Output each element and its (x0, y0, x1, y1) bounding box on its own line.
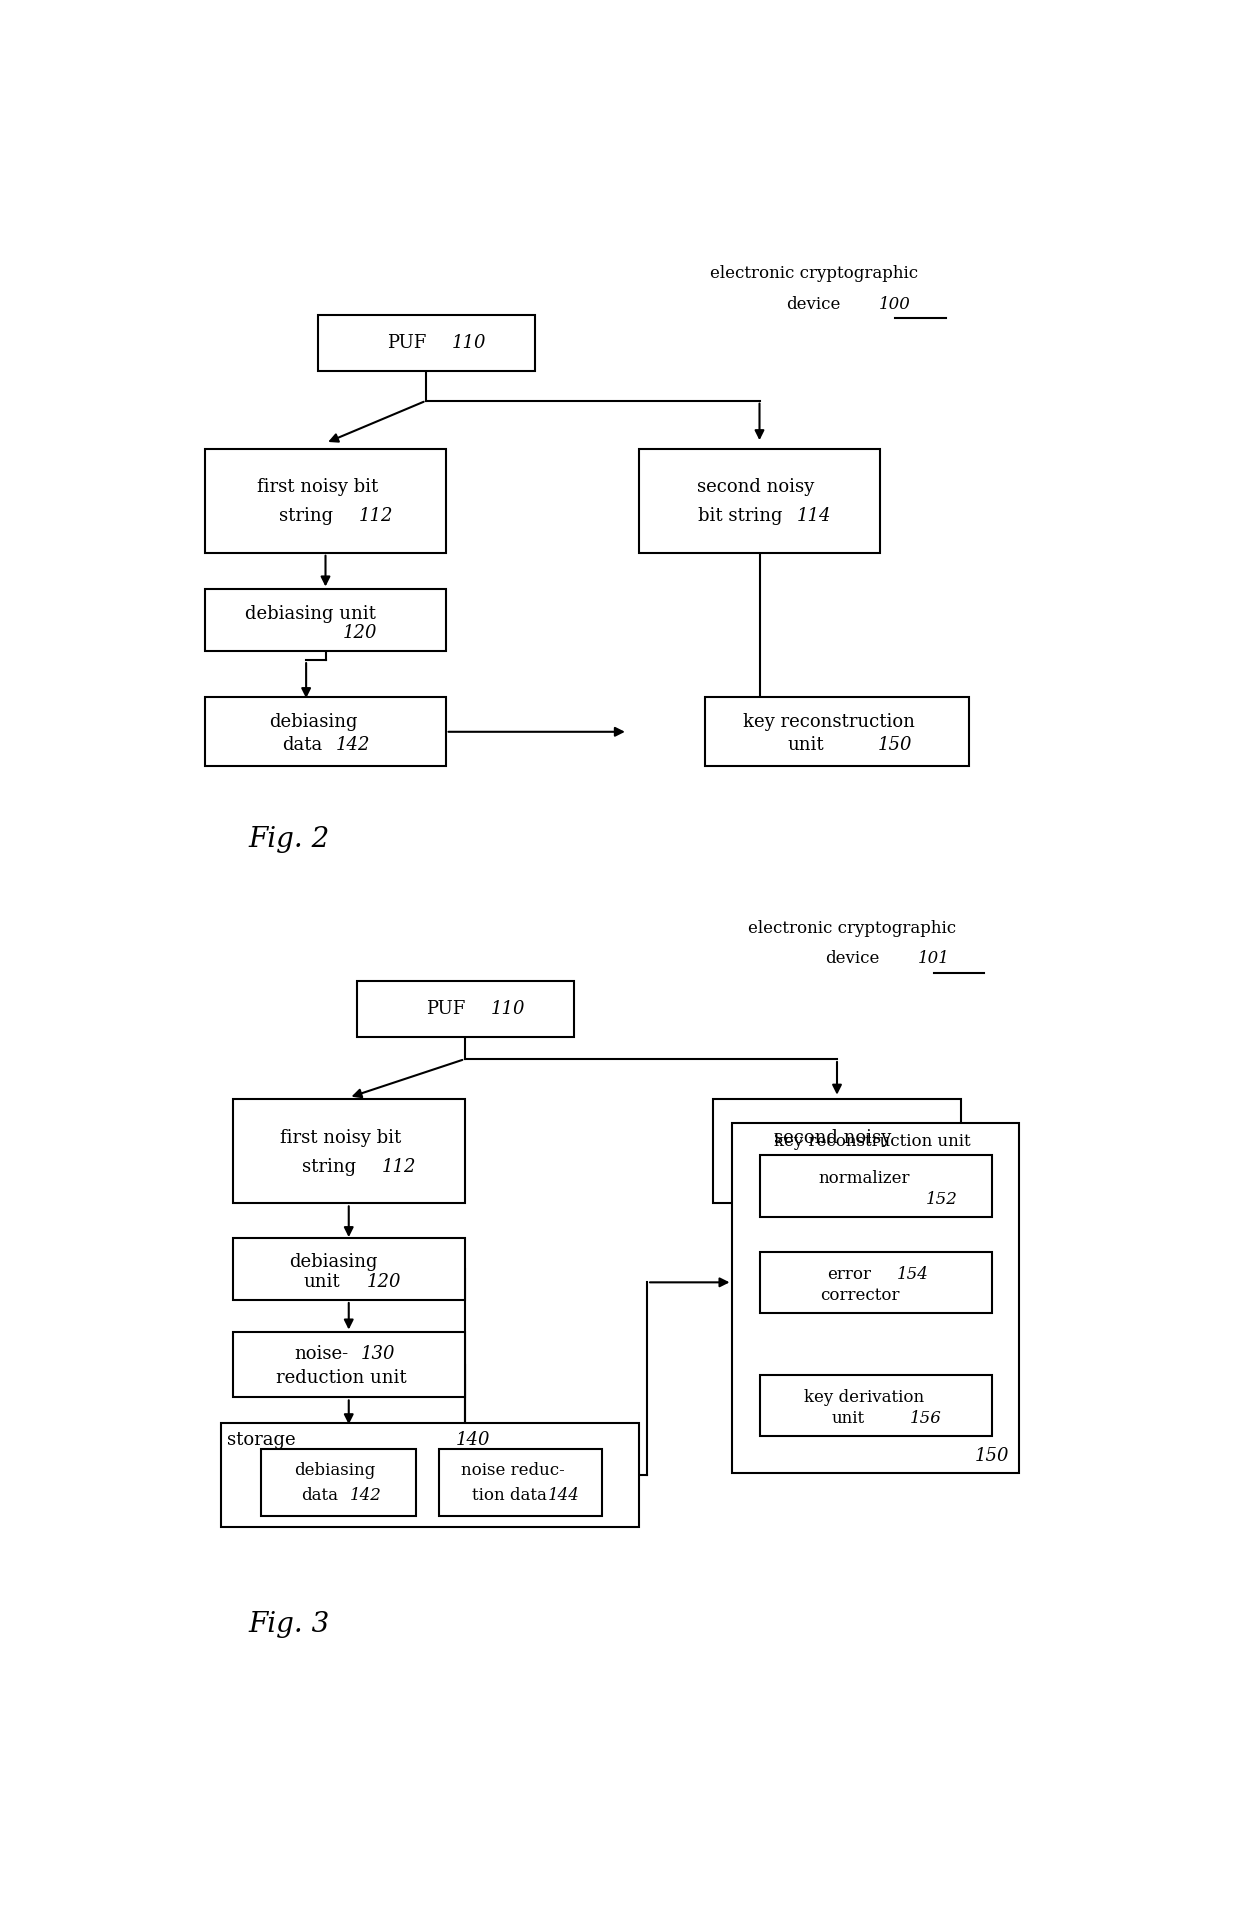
Bar (733, 1122, 1019, 1473)
Text: debiasing unit: debiasing unit (244, 605, 376, 622)
Text: 101: 101 (918, 951, 950, 968)
Text: device: device (786, 296, 841, 313)
Text: 120: 120 (343, 624, 378, 642)
Bar (759, 1155, 992, 1216)
Text: second noisy: second noisy (697, 478, 815, 496)
Bar (233, 1099, 465, 1203)
Bar (759, 1252, 992, 1314)
Bar (357, 982, 573, 1037)
Text: corrector: corrector (821, 1287, 900, 1304)
Text: error: error (827, 1266, 870, 1283)
Text: 150: 150 (878, 736, 913, 753)
Text: normalizer: normalizer (818, 1170, 910, 1187)
Text: second noisy: second noisy (775, 1128, 892, 1147)
Text: 110: 110 (490, 1001, 525, 1018)
Text: string: string (279, 507, 334, 524)
Text: bit string: bit string (698, 507, 782, 524)
Bar (439, 1448, 603, 1516)
Text: debiasing: debiasing (269, 713, 358, 730)
Text: 110: 110 (451, 334, 486, 352)
Text: debiasing: debiasing (289, 1252, 377, 1270)
Bar (706, 697, 968, 766)
Text: unit: unit (304, 1274, 340, 1291)
Bar (233, 1239, 465, 1301)
Text: 156: 156 (910, 1410, 942, 1427)
Text: key reconstruction: key reconstruction (743, 713, 915, 730)
Text: unit: unit (787, 736, 825, 753)
Text: Fig. 2: Fig. 2 (248, 826, 330, 853)
Bar (317, 315, 534, 371)
Bar (640, 450, 879, 553)
Text: string: string (303, 1158, 356, 1176)
Text: 100: 100 (879, 296, 911, 313)
Text: 152: 152 (926, 1191, 957, 1208)
Bar (206, 450, 445, 553)
Bar (262, 1448, 417, 1516)
Text: 140: 140 (455, 1431, 490, 1448)
Text: 144: 144 (548, 1487, 579, 1504)
Text: electronic cryptographic: electronic cryptographic (749, 920, 956, 937)
Text: 120: 120 (366, 1274, 401, 1291)
Bar (221, 1423, 640, 1527)
Text: PUF: PUF (425, 1001, 465, 1018)
Text: 130: 130 (361, 1345, 396, 1364)
Bar (233, 1331, 465, 1397)
Text: electronic cryptographic: electronic cryptographic (709, 265, 918, 282)
Text: 112: 112 (382, 1158, 417, 1176)
Text: 114: 114 (796, 507, 831, 524)
Text: 150: 150 (975, 1447, 1009, 1466)
Text: bit string: bit string (779, 1158, 864, 1176)
Bar (759, 1375, 992, 1437)
Text: 154: 154 (897, 1266, 929, 1283)
Text: key derivation: key derivation (804, 1389, 924, 1406)
Text: 114: 114 (878, 1158, 913, 1176)
Bar (206, 697, 445, 766)
Text: PUF: PUF (387, 334, 427, 352)
Text: debiasing: debiasing (294, 1462, 376, 1479)
Text: data: data (301, 1487, 337, 1504)
Text: data: data (283, 736, 322, 753)
Text: 112: 112 (358, 507, 393, 524)
Bar (206, 590, 445, 651)
Bar (713, 1099, 961, 1203)
Text: first noisy bit: first noisy bit (280, 1128, 402, 1147)
Text: storage: storage (227, 1431, 295, 1448)
Text: tion data: tion data (471, 1487, 547, 1504)
Text: key reconstruction unit: key reconstruction unit (774, 1133, 970, 1151)
Text: first noisy bit: first noisy bit (257, 478, 378, 496)
Text: reduction unit: reduction unit (275, 1370, 407, 1387)
Text: Fig. 3: Fig. 3 (248, 1612, 330, 1639)
Text: device: device (826, 951, 879, 968)
Text: noise-: noise- (295, 1345, 348, 1364)
Text: 142: 142 (335, 736, 370, 753)
Text: unit: unit (832, 1410, 866, 1427)
Text: 142: 142 (350, 1487, 382, 1504)
Text: noise reduc-: noise reduc- (461, 1462, 565, 1479)
